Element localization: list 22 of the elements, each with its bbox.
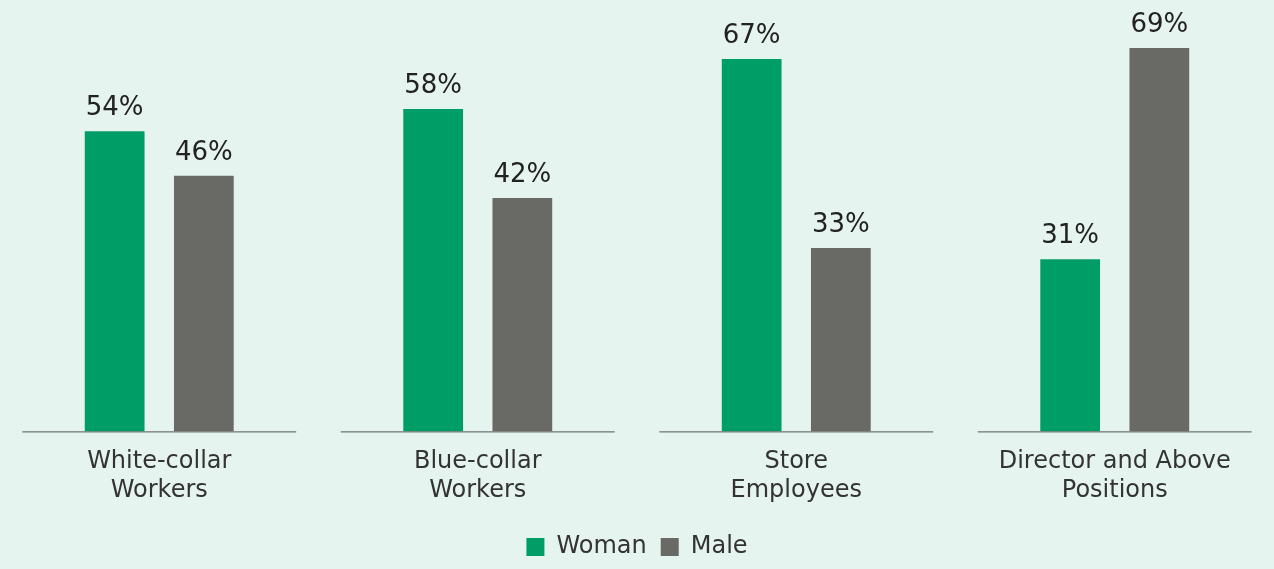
data-label: 46% xyxy=(174,135,233,166)
bar xyxy=(403,109,464,432)
bar xyxy=(84,131,145,432)
legend-label: Male xyxy=(690,531,748,560)
data-label: 54% xyxy=(85,91,144,122)
x-tick-label: Store Employees xyxy=(730,446,862,503)
legend-label: Woman xyxy=(556,531,647,560)
bar xyxy=(492,198,553,432)
bar xyxy=(173,175,234,432)
bar xyxy=(1040,259,1101,432)
bar xyxy=(1129,48,1190,432)
x-tick-label: Blue-collar Workers xyxy=(413,446,542,503)
data-label: 42% xyxy=(493,157,552,188)
x-tick-label: White-collar Workers xyxy=(87,446,232,503)
bar xyxy=(721,59,782,432)
data-label: 67% xyxy=(722,18,781,49)
x-tick-label: Director and Above Positions xyxy=(998,446,1231,503)
bar xyxy=(810,248,871,432)
data-label: 58% xyxy=(404,68,463,99)
data-label: 33% xyxy=(811,207,870,238)
data-label: 31% xyxy=(1041,218,1100,249)
data-label: 69% xyxy=(1130,7,1189,38)
